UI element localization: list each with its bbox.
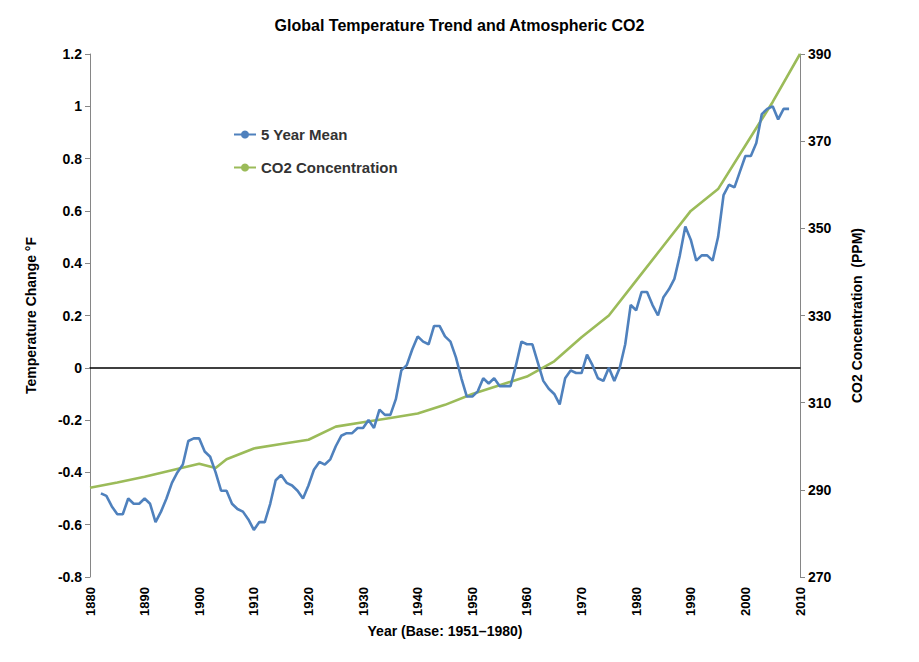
svg-text:1.2: 1.2 [63,46,83,62]
svg-text:0.8: 0.8 [63,151,83,167]
svg-text:2000: 2000 [738,587,753,616]
svg-text:1910: 1910 [246,587,261,616]
svg-text:330: 330 [808,308,832,324]
svg-text:-0.2: -0.2 [58,412,82,428]
svg-text:1990: 1990 [683,587,698,616]
svg-text:1930: 1930 [356,587,371,616]
svg-text:1940: 1940 [410,587,425,616]
svg-text:CO2 Concentration (PPM): CO2 Concentration (PPM) [849,228,865,403]
svg-text:0.6: 0.6 [63,203,83,219]
svg-text:310: 310 [808,395,832,411]
svg-text:Temperature Change °F: Temperature Change °F [23,237,39,394]
svg-text:290: 290 [808,482,832,498]
svg-text:-0.4: -0.4 [58,464,82,480]
svg-text:1: 1 [74,98,82,114]
svg-text:0: 0 [74,360,82,376]
svg-text:1960: 1960 [519,587,534,616]
svg-text:350: 350 [808,220,832,236]
svg-text:390: 390 [808,46,832,62]
svg-text:1880: 1880 [83,587,98,616]
svg-text:CO2 Concentration: CO2 Concentration [261,159,398,176]
svg-text:1970: 1970 [574,587,589,616]
svg-text:1890: 1890 [137,587,152,616]
svg-text:Year (Base: 1951–1980): Year (Base: 1951–1980) [368,623,523,639]
svg-text:1920: 1920 [301,587,316,616]
svg-text:270: 270 [808,569,832,585]
svg-text:0.2: 0.2 [63,308,83,324]
svg-text:0.4: 0.4 [63,255,83,271]
svg-text:-0.8: -0.8 [58,569,82,585]
svg-text:1980: 1980 [629,587,644,616]
svg-text:Global Temperature Trend and A: Global Temperature Trend and Atmospheric… [275,17,645,34]
svg-text:-0.6: -0.6 [58,517,82,533]
svg-text:5 Year Mean: 5 Year Mean [261,126,347,143]
svg-text:370: 370 [808,133,832,149]
svg-text:2010: 2010 [793,587,808,616]
svg-text:1900: 1900 [192,587,207,616]
svg-text:1950: 1950 [465,587,480,616]
